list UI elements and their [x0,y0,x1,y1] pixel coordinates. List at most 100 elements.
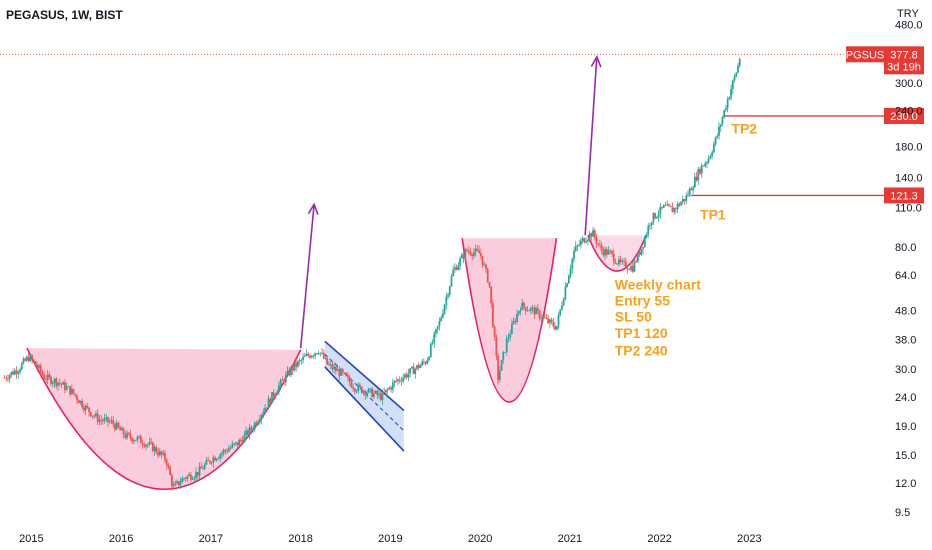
candle-body [309,355,311,358]
candle-body [65,386,68,390]
candle-body [707,158,710,162]
candle-body [82,407,85,411]
candle-body [345,373,348,376]
candle-body [550,319,553,322]
candle-body [271,392,273,404]
candle-body [298,360,301,362]
candle-body [687,195,689,196]
candle-body [112,420,115,425]
candle-body [510,323,513,334]
candle-body [714,137,717,145]
candle-body [431,342,434,344]
candle-body [259,419,261,422]
candle-body [207,460,210,461]
candle-body [243,434,246,443]
candle-body [561,305,563,310]
candle-body [343,372,346,374]
candle-body [529,307,532,311]
level-tag-value-tp2: 230.0 [890,111,918,123]
candle-body [347,375,349,378]
candle-body [526,310,529,312]
candle-body [221,452,223,455]
candle-body [443,304,446,314]
price-symbol-label: PGSUS [846,49,885,61]
price-value-tag [884,46,924,75]
candle-body [642,247,644,249]
candle-body [58,382,61,384]
candle-body [504,351,506,353]
candle-body [669,205,672,207]
candle-body [305,353,308,356]
candle-body [402,377,405,382]
candle-body [272,392,275,397]
candle-body [150,442,153,443]
candle-body [186,475,189,479]
candle-body [248,427,251,436]
candle-body [27,356,30,361]
candle-body [74,393,77,396]
candle-body [512,320,515,324]
candle-body [262,412,265,415]
candle-body [191,479,194,480]
candle-body [623,260,625,262]
candle-body [341,369,344,373]
candle-body [314,353,317,356]
candle-body [422,361,425,363]
candle-body [317,353,320,355]
candle-body [507,337,510,339]
candle-body [435,329,437,334]
candle-body [162,452,165,455]
x-tick-label: 2020 [468,533,492,545]
candle-body [24,358,27,361]
candle-body [172,485,175,487]
candle-body [86,405,89,408]
candle-body [393,380,396,383]
candle-body [397,379,399,382]
candle-body [737,65,739,73]
annotation-tp1: TP1 [700,206,726,222]
candle-body [290,367,292,376]
candle-body [153,447,156,452]
candle-body [177,481,180,486]
candle-body [735,72,738,77]
candle-body [31,355,34,360]
candle-body [690,188,693,191]
candle-body [519,309,522,312]
candle-body [517,311,520,314]
candle-body [410,366,413,369]
candle-body [181,478,184,483]
candle-body [685,195,688,201]
candle-body [516,313,518,322]
candle-body [146,444,149,446]
candle-body [214,457,216,461]
candle-body [89,412,92,417]
candle-body [536,308,539,311]
candle-body [390,387,392,390]
candle-body [203,464,206,470]
candle-body [67,386,70,388]
candle-body [310,355,313,358]
candle-body [433,333,436,343]
candle-body [122,428,125,435]
candle-body [226,450,229,452]
candle-body [403,374,406,378]
candle-body [657,214,660,218]
arrow-line-1 [584,56,598,236]
candle-body [597,243,600,245]
candle-body [62,382,65,385]
candle-body [545,317,548,319]
candle-body [548,319,551,323]
candle-body [636,252,639,262]
candle-body [616,263,619,265]
candle-body [699,168,701,174]
candle-body [26,356,28,361]
candle-body [417,365,420,369]
candle-body [45,378,47,380]
candle-body [115,422,118,430]
candle-body [631,265,634,272]
candle-body [514,320,517,322]
x-tick-label: 2015 [19,533,43,545]
candle-body [236,442,239,446]
candle-body [676,203,679,210]
